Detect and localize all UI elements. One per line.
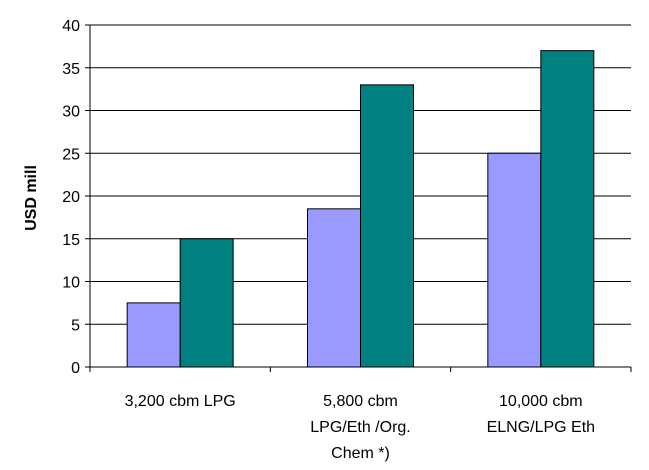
- y-tick-label: 5: [71, 317, 80, 334]
- bar-s0-c2: [487, 152, 542, 368]
- y-tick-labels: 0 5 10 15 20 25 30 35 40: [62, 18, 80, 377]
- bars: [126, 50, 595, 368]
- y-tick-label: 20: [62, 189, 80, 206]
- x-category-label: Chem *): [331, 445, 390, 462]
- axes: [85, 24, 632, 372]
- y-tick-label: 30: [62, 104, 80, 121]
- y-tick-label: 40: [62, 18, 80, 35]
- y-axis-label: USD mill: [23, 165, 40, 231]
- bar-s0-c0: [126, 302, 181, 368]
- x-category-label: ELNG/LPG Eth: [487, 419, 596, 436]
- x-category-label: LPG/Eth /Org.: [310, 419, 410, 436]
- y-tick-label: 35: [62, 61, 80, 78]
- x-category-labels: 3,200 cbm LPG 5,800 cbm LPG/Eth /Org. Chem …: [125, 393, 596, 462]
- bar-s0-c1: [307, 208, 361, 368]
- x-category-label: 10,000 cbm: [499, 393, 583, 410]
- x-category-label: 5,800 cbm: [323, 393, 398, 410]
- y-tick-label: 25: [62, 146, 80, 163]
- y-tick-label: 0: [71, 360, 80, 377]
- y-tick-label: 15: [62, 232, 80, 249]
- bar-s1-c0: [179, 238, 234, 368]
- bar-s1-c2: [540, 50, 595, 368]
- bar-s1-c1: [360, 84, 414, 368]
- x-category-label: 3,200 cbm LPG: [125, 393, 236, 410]
- y-tick-label: 10: [62, 275, 80, 292]
